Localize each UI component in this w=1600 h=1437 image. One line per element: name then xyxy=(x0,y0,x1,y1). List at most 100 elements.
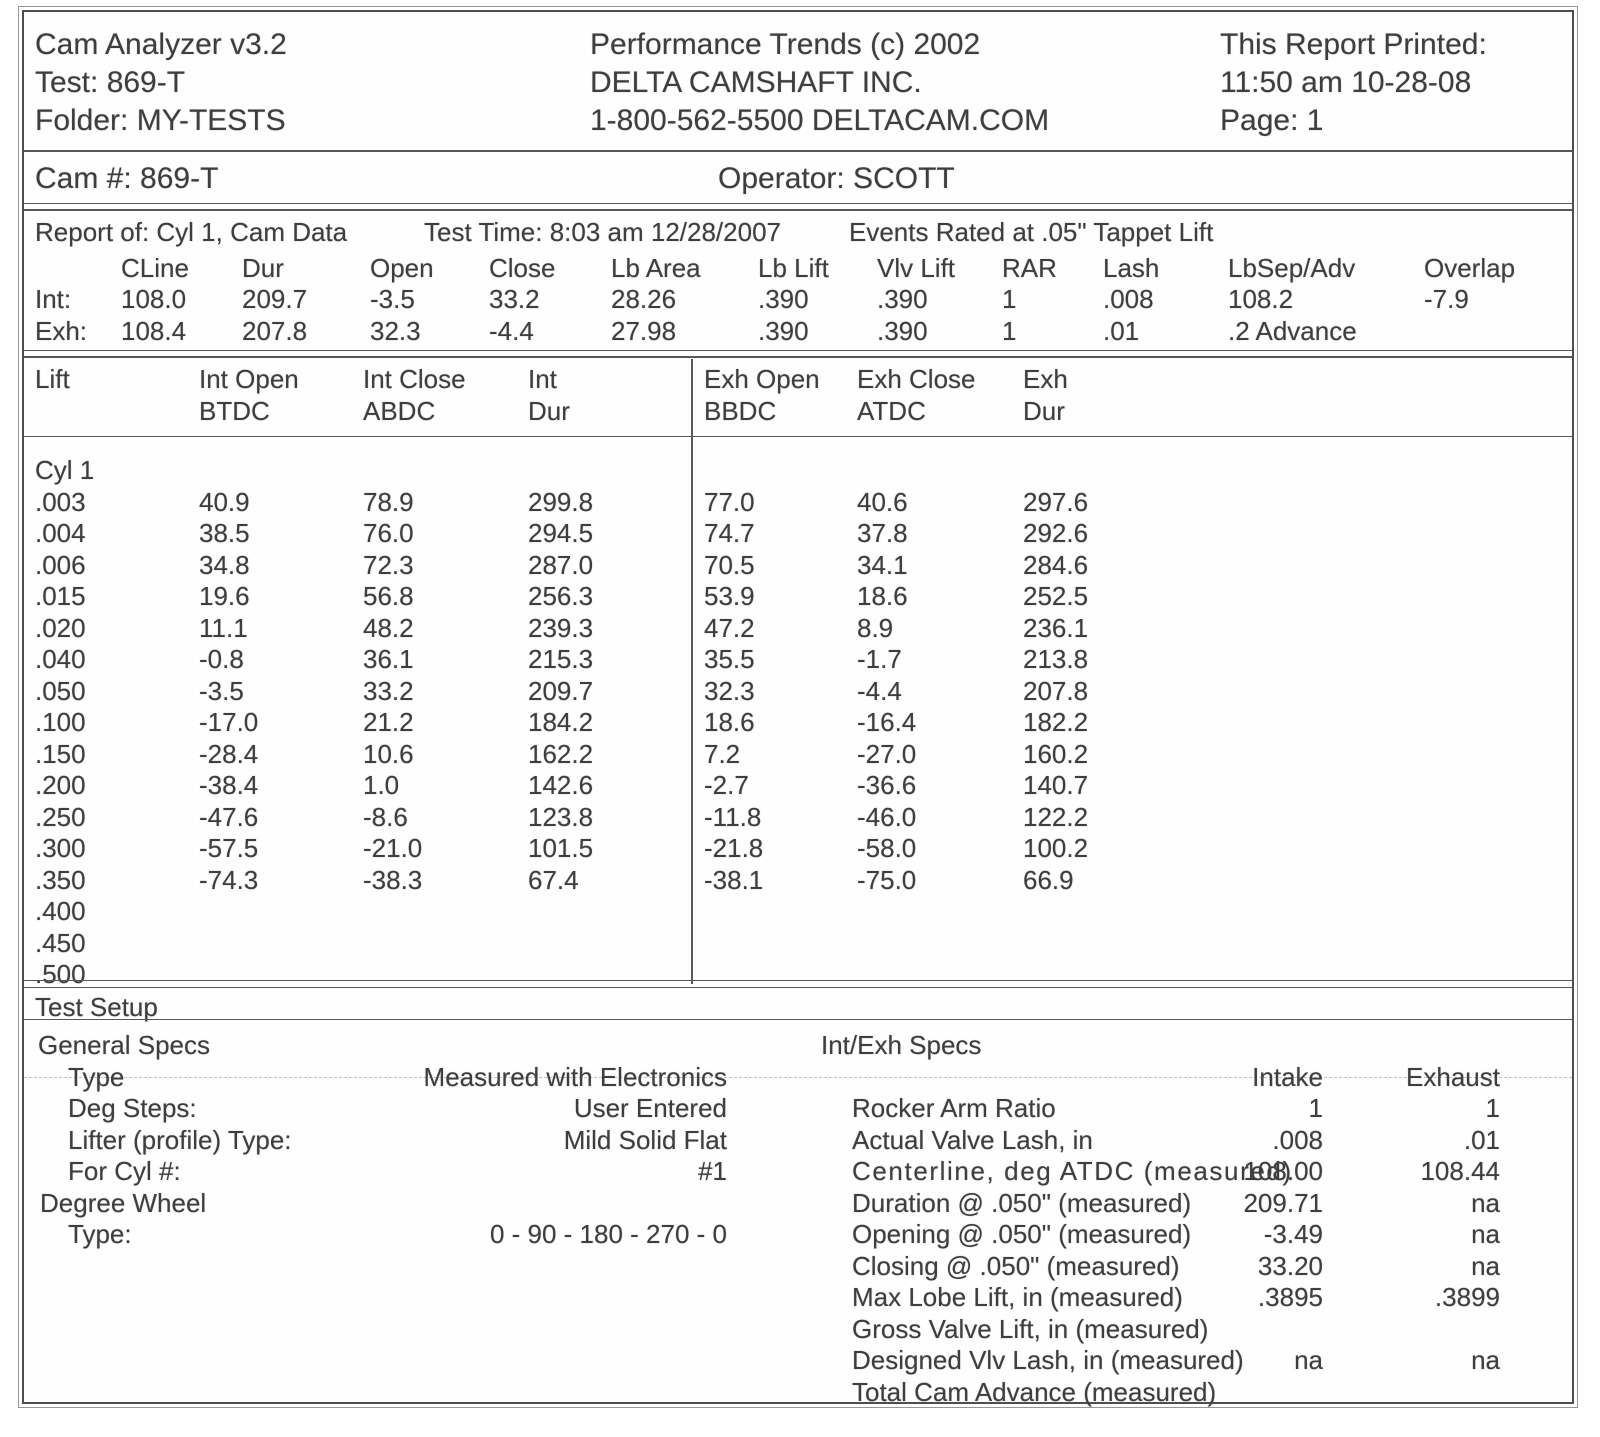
events-col-header: Close xyxy=(489,253,556,283)
events-value: 209.7 xyxy=(242,284,308,314)
spec-intake-value: 1 xyxy=(1308,1093,1323,1123)
spec-value: Mild Solid Flat xyxy=(563,1124,727,1155)
lift-cell: 37.8 xyxy=(857,518,908,548)
lift-cell: 70.5 xyxy=(704,549,755,580)
lift-group-row: Cyl 1 xyxy=(24,455,1572,487)
events-value: .390 xyxy=(758,284,809,314)
lift-table-row: .250 -47.6 -8.6 123.8 -11.8 -46.0 122.2 xyxy=(24,802,1572,834)
events-value: .390 xyxy=(877,284,928,314)
lift-cell: -36.6 xyxy=(857,770,917,800)
spec-label: Lifter (profile) Type: xyxy=(68,1124,292,1155)
lift-cell: 74.7 xyxy=(704,518,755,548)
lift-cell: 18.6 xyxy=(857,581,908,611)
spec-label: Designed Vlv Lash, in (measured) xyxy=(852,1345,1244,1375)
lift-cell: 66.9 xyxy=(1023,864,1074,895)
events-row-label: Exh: xyxy=(35,315,88,346)
lift-table-row: .400 xyxy=(24,896,1572,928)
lift-cell: 10.6 xyxy=(363,738,414,769)
lift-cell: .250 xyxy=(35,801,86,832)
col-header-exh-close: Exh Close xyxy=(857,364,976,394)
col-header-int: Int xyxy=(528,364,557,394)
lift-cell: 8.9 xyxy=(857,612,894,643)
lift-cell: -21.8 xyxy=(704,833,764,863)
intexh-specs-rows: Rocker Arm Ratio 1 1 Actual Valve Lash, in.… xyxy=(821,1093,1500,1408)
spec-intake-value: .008 xyxy=(1272,1124,1323,1155)
lift-cell: 122.2 xyxy=(1023,801,1089,832)
lift-table-row: .200 -38.4 1.0 142.6 -2.7 -36.6 140.7 xyxy=(24,770,1572,802)
lift-cell: 11.1 xyxy=(199,612,248,643)
brand-line: Performance Trends (c) 2002 xyxy=(590,28,981,61)
lift-cell: .500 xyxy=(35,959,86,989)
lift-cell: -38.1 xyxy=(704,864,764,895)
intexh-spec-row: Total Cam Advance (measured) xyxy=(821,1377,1500,1409)
spec-label: Opening @ .050" (measured) xyxy=(852,1219,1192,1249)
general-specs-column: General Specs Type Measured with Electron… xyxy=(38,1030,727,1251)
general-specs-title: General Specs xyxy=(38,1030,210,1060)
lift-cell: 299.8 xyxy=(528,486,594,517)
spec-label: Actual Valve Lash, in xyxy=(852,1124,1093,1155)
lift-cell: -4.4 xyxy=(857,675,902,706)
spec-exhaust-value: na xyxy=(1471,1187,1500,1218)
spec-exhaust-value: 1 xyxy=(1485,1093,1500,1123)
spec-exhaust-value: 108.44 xyxy=(1420,1156,1500,1186)
lift-cell: 34.1 xyxy=(857,549,908,580)
intexh-spec-row: Actual Valve Lash, in .008 .01 xyxy=(821,1125,1500,1157)
lift-cell: -21.0 xyxy=(363,833,423,863)
events-row: Int: 108.0 209.7 -3.5 33.2 28.26 .390 .390 1 .008… xyxy=(24,284,1572,316)
spec-intake-value: 108.00 xyxy=(1243,1156,1323,1186)
lift-cell: 284.6 xyxy=(1023,549,1089,580)
col-header-bbdc: BBDC xyxy=(704,396,777,426)
events-value: 32.3 xyxy=(370,315,421,346)
lift-cell: 76.0 xyxy=(363,518,414,548)
lift-cell: 7.2 xyxy=(704,738,741,769)
lift-cell: -3.5 xyxy=(199,675,244,706)
events-value: 108.0 xyxy=(121,284,187,314)
lift-cell: -2.7 xyxy=(704,770,749,800)
spec-label: Deg Steps: xyxy=(68,1093,197,1123)
lift-cell: 184.2 xyxy=(528,707,594,737)
lift-cell: 142.6 xyxy=(528,770,594,800)
test-time: Test Time: 8:03 am 12/28/2007 xyxy=(424,217,781,247)
events-col-header: Open xyxy=(370,253,434,283)
lift-group-label: Cyl 1 xyxy=(35,455,95,485)
events-col-header: LbSep/Adv xyxy=(1228,253,1356,283)
lift-cell: 77.0 xyxy=(704,486,755,517)
lift-cell: 72.3 xyxy=(363,549,414,580)
lift-cell: .040 xyxy=(35,644,86,674)
lift-table-row: .450 xyxy=(24,928,1572,960)
col-header-lift: Lift xyxy=(35,364,70,394)
page-number: Page: 1 xyxy=(1220,104,1324,137)
lift-cell: -8.6 xyxy=(363,801,408,832)
lift-table-row: .150 -28.4 10.6 162.2 7.2 -27.0 160.2 xyxy=(24,739,1572,771)
events-col-header: Overlap xyxy=(1424,253,1516,283)
intexh-spec-row: Duration @ .050" (measured) 209.71 na xyxy=(821,1188,1500,1220)
col-header-exh-dur: Dur xyxy=(1023,396,1065,426)
header-printed-block: This Report Printed: 11:50 am 10-28-08 P… xyxy=(1220,26,1487,140)
col-header-abdc: ABDC xyxy=(363,396,436,426)
lift-table-body: Cyl 1.003 40.9 78.9 299.8 77.0 40.6 297.6 .004 3… xyxy=(24,455,1572,991)
lift-cell: .050 xyxy=(35,675,86,706)
lift-table-row: .015 19.6 56.8 256.3 53.9 18.6 252.5 xyxy=(24,581,1572,613)
general-specs-rows: Type Measured with Electronics Deg Steps: U… xyxy=(38,1062,727,1251)
events-value: 27.98 xyxy=(611,315,677,346)
lift-cell: -47.6 xyxy=(199,801,259,832)
lift-cell: 47.2 xyxy=(704,612,755,643)
spec-label: Max Lobe Lift, in (measured) xyxy=(852,1282,1183,1312)
events-value: -4.4 xyxy=(489,315,534,346)
lift-cell: 78.9 xyxy=(363,486,414,517)
intexh-specs-column: Int/Exh Specs Intake Exhaust Rocker Arm … xyxy=(821,1030,1500,1408)
spec-label: Total Cam Advance (measured) xyxy=(852,1376,1217,1407)
lift-cell: .300 xyxy=(35,833,86,863)
app-title: Cam Analyzer v3.2 xyxy=(35,28,287,61)
test-name: Test: 869-T xyxy=(35,66,186,99)
lift-cell: 182.2 xyxy=(1023,707,1089,737)
events-rows: Int: 108.0 209.7 -3.5 33.2 28.26.390.390 1.008… xyxy=(24,284,1572,347)
spec-intake-value: 209.71 xyxy=(1243,1187,1323,1218)
lift-cell: 32.3 xyxy=(704,675,755,706)
lift-cell: 19.6 xyxy=(199,581,250,611)
lift-cell: -27.0 xyxy=(857,738,917,769)
lift-cell: .200 xyxy=(35,770,86,800)
lift-table-row: .050 -3.5 33.2 209.7 32.3 -4.4 207.8 xyxy=(24,676,1572,708)
events-col-header: Lb Area xyxy=(611,253,701,283)
spec-value: #1 xyxy=(698,1156,727,1186)
